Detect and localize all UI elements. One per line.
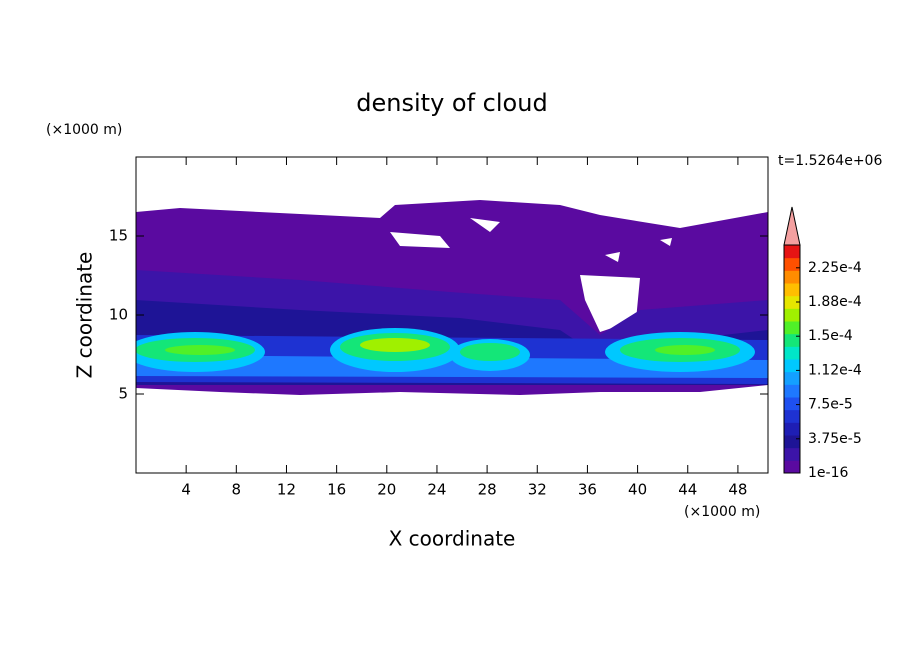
x-tick-label: 20 bbox=[377, 481, 396, 499]
x-tick-label: 44 bbox=[678, 481, 697, 499]
colorbar-label: 2.25e-4 bbox=[808, 260, 862, 276]
time-label: t=1.5264e+06 bbox=[778, 153, 882, 169]
colorbar-swatch bbox=[784, 283, 800, 297]
x-tick-label: 4 bbox=[181, 481, 191, 499]
colorbar-swatch bbox=[784, 333, 800, 347]
x-axis-label: X coordinate bbox=[389, 527, 516, 551]
colorbar-swatch bbox=[784, 460, 800, 474]
y-tick-label: 15 bbox=[109, 227, 128, 245]
colorbar-swatch bbox=[784, 257, 800, 271]
x-tick-label: 36 bbox=[578, 481, 597, 499]
colorbar-swatch bbox=[784, 435, 800, 449]
colorbar-swatch bbox=[784, 308, 800, 322]
y-unit: (×1000 m) bbox=[46, 122, 122, 138]
x-tick-label: 8 bbox=[232, 481, 242, 499]
x-tick-label: 24 bbox=[427, 481, 446, 499]
colorbar-extend bbox=[783, 206, 801, 246]
y-tick-label: 5 bbox=[118, 385, 128, 403]
colorbar-swatch bbox=[784, 321, 800, 335]
colorbar-label: 1.88e-4 bbox=[808, 294, 862, 310]
colorbar-label: 1.5e-4 bbox=[808, 328, 853, 344]
colorbar-label: 3.75e-5 bbox=[808, 431, 862, 447]
colorbar-swatch bbox=[784, 409, 800, 423]
colorbar-label: 1.12e-4 bbox=[808, 362, 862, 378]
colorbar-label: 1e-16 bbox=[808, 465, 848, 481]
x-tick-label: 40 bbox=[628, 481, 647, 499]
x-tick-label: 32 bbox=[528, 481, 547, 499]
colorbar-swatch bbox=[784, 270, 800, 284]
colorbar-swatch bbox=[784, 447, 800, 461]
x-tick-label: 12 bbox=[277, 481, 296, 499]
colorbar-label: 7.5e-5 bbox=[808, 397, 853, 413]
colorbar-swatch bbox=[784, 397, 800, 411]
x-tick-label: 28 bbox=[478, 481, 497, 499]
contour-field bbox=[136, 200, 768, 395]
x-tick-label: 16 bbox=[327, 481, 346, 499]
colorbar-swatch bbox=[784, 346, 800, 360]
y-axis-label: Z coordinate bbox=[73, 252, 97, 379]
chart-title: density of cloud bbox=[356, 89, 547, 117]
colorbar-swatch bbox=[784, 359, 800, 373]
colorbar-frame bbox=[783, 244, 801, 474]
colorbar-swatch bbox=[784, 245, 800, 259]
x-tick-label: 48 bbox=[728, 481, 747, 499]
y-tick-label: 10 bbox=[109, 306, 128, 324]
colorbar-swatch bbox=[784, 384, 800, 398]
colorbar-swatch bbox=[784, 371, 800, 385]
colorbar-swatch bbox=[784, 295, 800, 309]
colorbar-swatch bbox=[784, 422, 800, 436]
x-unit: (×1000 m) bbox=[684, 504, 760, 520]
